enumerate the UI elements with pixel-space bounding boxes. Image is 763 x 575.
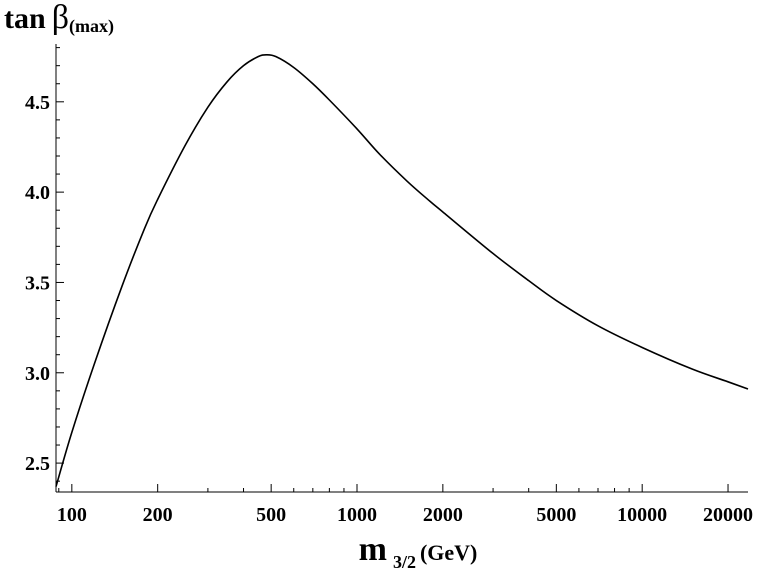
x-tick-label: 100 [57,504,87,526]
x-axis-title: m 3/2 (GeV) [359,531,478,572]
y-tick-label: 4.0 [25,182,50,204]
x-tick-label: 10000 [617,504,667,526]
y-tick-label: 3.0 [25,363,50,385]
x-tick-label: 200 [143,504,173,526]
x-tick-label: 2000 [423,504,463,526]
series [55,54,749,487]
y-tick-label: 3.5 [25,272,50,294]
x-tick-label: 1000 [337,504,377,526]
x-axis-title-unit: (GeV) [420,540,477,565]
y-axis-title-subscript: (max) [69,16,114,37]
y-tick-label: 4.5 [25,92,50,114]
x-axis-title-main: m [359,531,387,568]
x-tick-label: 500 [256,504,286,526]
series-line [55,54,749,487]
axes [55,44,748,493]
x-axis-title-subscript: 3/2 [393,552,416,572]
y-axis-title-main: tan [4,2,46,35]
x-tick-label: 5000 [536,504,576,526]
y-axis-title-greek: β [52,0,69,36]
x-ticks: 100 200 500 1000 2000 5000 10000 20000 [57,484,753,526]
y-tick-label: 2.5 [25,453,50,475]
y-axis-title: tan β(max) [4,0,114,37]
y-ticks: 2.5 3.0 3.5 4.0 4.5 [25,47,64,482]
x-tick-label: 20000 [703,504,753,526]
